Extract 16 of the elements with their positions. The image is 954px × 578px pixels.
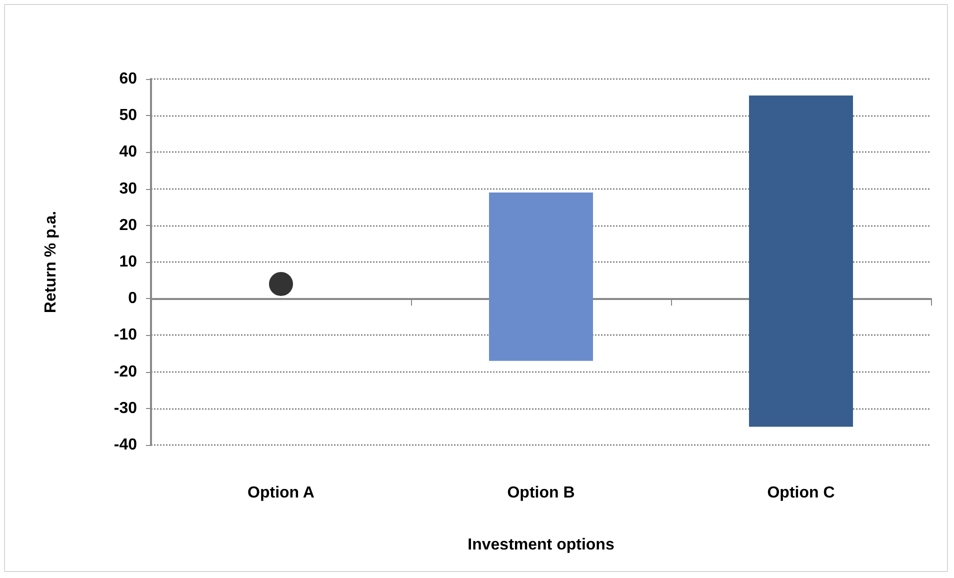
y-tick-label: 50	[119, 107, 138, 124]
y-tick-label: 40	[119, 144, 138, 161]
y-tick-label: -30	[114, 400, 138, 417]
y-tick-label: 30	[119, 180, 138, 198]
y-axis-title: Return % p.a.	[42, 210, 60, 314]
y-tick-label: -40	[114, 436, 138, 454]
x-tick-label: Option C	[767, 484, 836, 502]
x-tick-label: Option A	[248, 484, 315, 502]
y-tick-label: 0	[128, 290, 138, 308]
x-tick-label: Option B	[507, 484, 575, 502]
y-tick-label: 10	[119, 254, 138, 270]
y-tick-label: 20	[119, 216, 138, 234]
y-tick-label: 60	[119, 70, 138, 88]
y-tick-label: -10	[114, 326, 138, 344]
x-axis-title: Investment options	[468, 536, 614, 554]
y-tick-label: -20	[114, 363, 138, 380]
